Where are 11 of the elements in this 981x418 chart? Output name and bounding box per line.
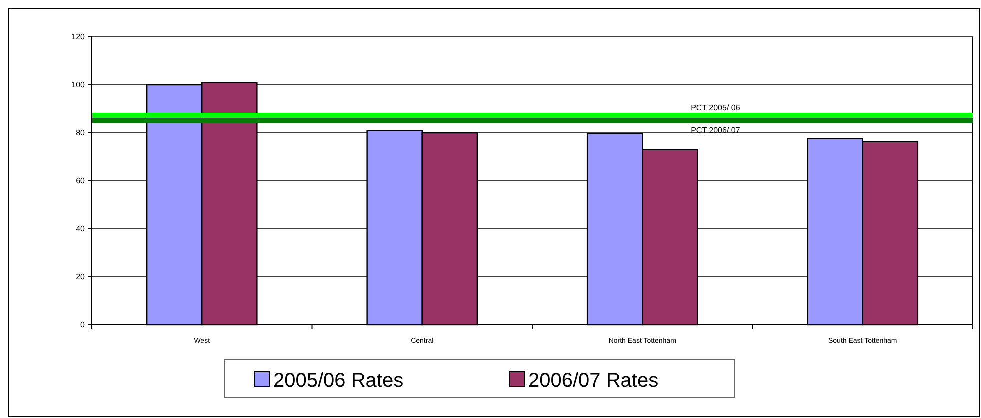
legend-label: 2006/07 Rates	[528, 370, 659, 392]
y-tick-label: 120	[72, 32, 86, 42]
y-tick-label: 20	[76, 272, 86, 282]
y-tick-label: 0	[80, 320, 86, 330]
ref-line-label: PCT 2006/ 07	[691, 126, 741, 135]
legend-label: 2005/06 Rates	[274, 370, 404, 392]
ref-line-label: PCT 2005/ 06	[691, 103, 741, 112]
y-tick-label: 60	[76, 176, 86, 186]
y-tick-label: 100	[72, 80, 86, 90]
y-tick-label: 80	[76, 128, 86, 138]
y-tick-label: 40	[76, 224, 86, 234]
